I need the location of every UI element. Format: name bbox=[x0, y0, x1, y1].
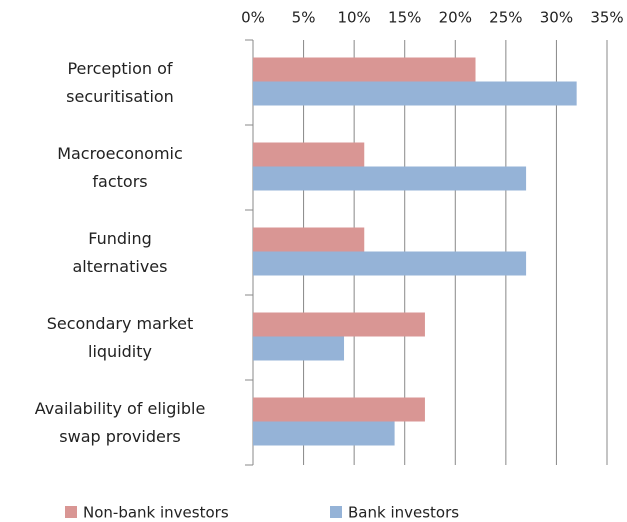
y-tick-label: Availability of eligible swap providers bbox=[34, 398, 206, 446]
x-tick-label: 35% bbox=[590, 9, 623, 27]
x-tick-label: 25% bbox=[489, 9, 522, 27]
x-tick-label: 20% bbox=[439, 9, 472, 27]
bar bbox=[253, 81, 577, 106]
x-tick-label: 5% bbox=[292, 9, 316, 27]
legend-swatch bbox=[65, 506, 77, 518]
bar bbox=[253, 421, 395, 446]
y-tick-label: Macroeconomic factors bbox=[57, 143, 183, 191]
y-tick-label: Secondary market liquidity bbox=[46, 313, 194, 361]
bar bbox=[253, 336, 345, 361]
legend-label: Bank investors bbox=[348, 504, 459, 522]
bar bbox=[253, 251, 527, 276]
legend-label: Non-bank investors bbox=[83, 504, 229, 522]
legend-swatch bbox=[330, 506, 342, 518]
x-tick-label: 30% bbox=[540, 9, 573, 27]
x-tick-label: 10% bbox=[337, 9, 370, 27]
bar bbox=[253, 166, 527, 191]
bar bbox=[253, 142, 365, 167]
x-tick-label: 0% bbox=[241, 9, 265, 27]
bar bbox=[253, 397, 425, 422]
y-tick-label: Perception of securitisation bbox=[66, 58, 174, 106]
y-tick-label: Funding alternatives bbox=[72, 228, 168, 276]
bar bbox=[253, 57, 476, 82]
bar bbox=[253, 312, 425, 337]
bar bbox=[253, 227, 365, 252]
x-tick-label: 15% bbox=[388, 9, 421, 27]
